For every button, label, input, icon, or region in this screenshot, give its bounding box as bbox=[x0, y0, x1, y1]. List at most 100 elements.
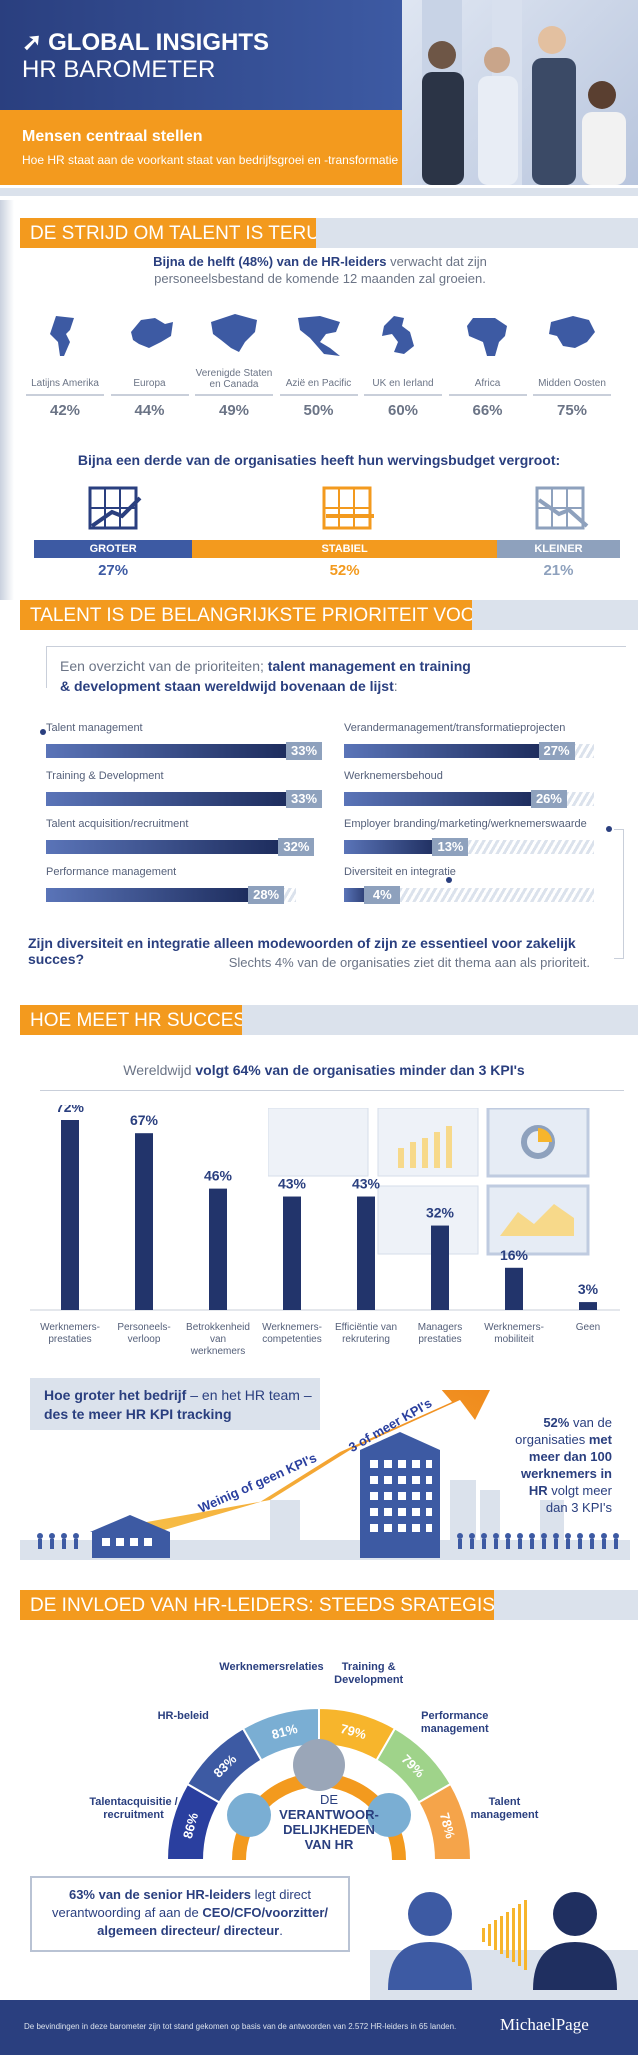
region-label: Europa bbox=[133, 378, 166, 389]
diversity-question: Zijn diversiteit en integratie alleen mo… bbox=[28, 935, 576, 967]
priority-label: Talent management bbox=[46, 722, 143, 734]
region-pct: 44% bbox=[134, 402, 165, 419]
arc-center-text: DE VERANTWOOR- DELIJKHEDEN VAN HR bbox=[270, 1792, 388, 1852]
region-map-icon bbox=[466, 318, 507, 356]
priority-track bbox=[344, 888, 594, 902]
dashboard-icon bbox=[268, 1108, 590, 1256]
report-line2: verantwoording af aan de bbox=[51, 1905, 203, 1920]
priority-pct: 26% bbox=[530, 790, 567, 808]
kpi-pct: 32% bbox=[426, 1205, 455, 1221]
section4-heading-tail bbox=[494, 1590, 638, 1620]
region-divider bbox=[195, 394, 273, 396]
person-top-icon bbox=[293, 1739, 345, 1791]
center-line3: DELIJKHEDEN VAN HR bbox=[283, 1822, 375, 1852]
title-line1: GLOBAL INSIGHTS bbox=[48, 29, 270, 56]
growth-panel bbox=[30, 1378, 320, 1430]
intro-rest: verwacht dat zijn bbox=[386, 254, 487, 269]
budget-pct: 52% bbox=[329, 562, 360, 579]
kpi-pct: 3% bbox=[578, 1281, 599, 1297]
region-label: Latijns Amerika bbox=[31, 378, 99, 389]
kpi-pct: 16% bbox=[500, 1247, 529, 1263]
budget-segment: KLEINER bbox=[496, 540, 620, 558]
budget-pct: 21% bbox=[543, 562, 574, 579]
kpi-bar bbox=[135, 1133, 153, 1310]
prio-intro-end: : bbox=[393, 678, 398, 694]
team-photo bbox=[402, 0, 638, 185]
budget-segment: GROTER bbox=[34, 540, 193, 558]
budget-heading: Bijna een derde van de organisaties heef… bbox=[77, 452, 561, 468]
arc-label: Talent management bbox=[470, 1796, 539, 1822]
kpi-bar bbox=[61, 1120, 79, 1310]
center-line1: DE bbox=[319, 1792, 339, 1807]
priority-pct: 32% bbox=[278, 838, 315, 856]
priority-label: Verandermanagement/transformatieprojecte… bbox=[344, 722, 566, 734]
prio-intro-plain: Een overzicht van de prioriteiten; bbox=[60, 658, 268, 674]
reporting-text: 63% van de senior HR-leiders legt direct… bbox=[40, 1886, 340, 1940]
diversity-answer: Slechts 4% van de organisaties ziet dit … bbox=[228, 955, 590, 970]
kpi-stat: 52% van de organisaties met meer dan 100… bbox=[488, 1414, 612, 1516]
budget-segment: STABIEL bbox=[192, 540, 497, 558]
reporting-box bbox=[30, 1876, 350, 1952]
header-divider bbox=[0, 188, 638, 196]
region-label: Africa bbox=[474, 378, 501, 389]
priority-bar bbox=[344, 792, 541, 806]
section3-heading: HOE MEET HR SUCCES? bbox=[20, 1005, 257, 1035]
section4-heading: DE INVLOED VAN HR-LEIDERS: STEEDS SRATEG… bbox=[20, 1590, 549, 1620]
region-map-icon bbox=[549, 316, 595, 348]
kpi-bar bbox=[209, 1188, 227, 1310]
priority-label: Diversiteit en integratie bbox=[344, 866, 456, 878]
kpi-label: Geen bbox=[575, 1322, 601, 1333]
kpi-pct: 43% bbox=[278, 1176, 307, 1192]
section1-intro: Bijna de helft (48%) van de HR-leiders v… bbox=[60, 253, 580, 287]
arc-pct: 86% bbox=[180, 1811, 201, 1840]
stat-line4: werknemers in bbox=[520, 1466, 612, 1481]
kpi-label: Werknemers-competenties bbox=[262, 1322, 322, 1345]
priority-pct: 33% bbox=[286, 790, 322, 808]
priority-pct: 27% bbox=[538, 742, 575, 760]
report-bold3: algemeen directeur/ directeur bbox=[97, 1923, 280, 1938]
growth-bold1: Hoe groter het bedrijf bbox=[44, 1387, 187, 1403]
header-tagline: Hoe HR staat aan de voorkant staat van b… bbox=[22, 153, 399, 167]
report-bold1: 63% van de senior HR-leiders bbox=[68, 1887, 252, 1902]
chart-down-icon bbox=[535, 486, 589, 530]
region-label: Verenigde Staten en Canada bbox=[195, 368, 273, 390]
priority-bar bbox=[46, 840, 289, 854]
arc-label: Talentacquisitie / recruitment bbox=[89, 1796, 178, 1822]
priority-bar bbox=[46, 744, 296, 758]
priority-pct: 4% bbox=[364, 886, 401, 904]
region-divider bbox=[364, 394, 442, 396]
growth-bold2: des te meer HR KPI tracking bbox=[44, 1406, 232, 1422]
priority-pct: 13% bbox=[432, 838, 469, 856]
diversity-connector bbox=[614, 829, 624, 959]
intro-bold: Bijna de helft (48%) van de HR-leiders bbox=[153, 254, 387, 269]
priority-label: Employer branding/marketing/werknemerswa… bbox=[344, 818, 587, 830]
kpi-bar-chart: 72% 67% 46% 43% 43% 32% 16% 3% bbox=[30, 1105, 620, 1311]
arc-label: Training & Development bbox=[334, 1660, 404, 1686]
kpi-intro-plain: Wereldwijd bbox=[123, 1062, 196, 1078]
priorities-intro: Een overzicht van de prioriteiten; talen… bbox=[60, 656, 600, 696]
header-title: ➚ GLOBAL INSIGHTS bbox=[22, 28, 269, 57]
priority-pct: 33% bbox=[286, 742, 322, 760]
arc-pct: 78% bbox=[437, 1811, 458, 1840]
region-map-icon bbox=[50, 316, 74, 356]
region-map-icon bbox=[130, 318, 173, 348]
header-orange-panel: Mensen centraal stellen Hoe HR staat aan… bbox=[0, 110, 402, 185]
stat-hr: HR bbox=[528, 1483, 548, 1498]
kpi-divider bbox=[40, 1090, 624, 1091]
kpi-bar bbox=[357, 1196, 375, 1310]
priorities-frame bbox=[46, 646, 626, 688]
arc-pct: 81% bbox=[270, 1721, 299, 1742]
priority-label: Talent acquisition/recruitment bbox=[46, 818, 189, 830]
dot-anchor bbox=[36, 726, 37, 730]
kpi-pct: 43% bbox=[352, 1176, 381, 1192]
report-bold2: CEO/CFO/voorzitter/ bbox=[202, 1905, 328, 1920]
priority-bar bbox=[344, 744, 549, 758]
region-pct: 49% bbox=[218, 402, 250, 419]
kpi-label: Betrokkenheid van werknemers bbox=[186, 1322, 250, 1357]
chart-flat-icon bbox=[322, 486, 374, 530]
kpi-pct: 46% bbox=[204, 1168, 233, 1184]
section3-heading-tail bbox=[242, 1005, 638, 1035]
region-pct: 66% bbox=[472, 402, 503, 419]
chart-up-icon bbox=[88, 486, 142, 530]
region-divider bbox=[110, 394, 189, 396]
